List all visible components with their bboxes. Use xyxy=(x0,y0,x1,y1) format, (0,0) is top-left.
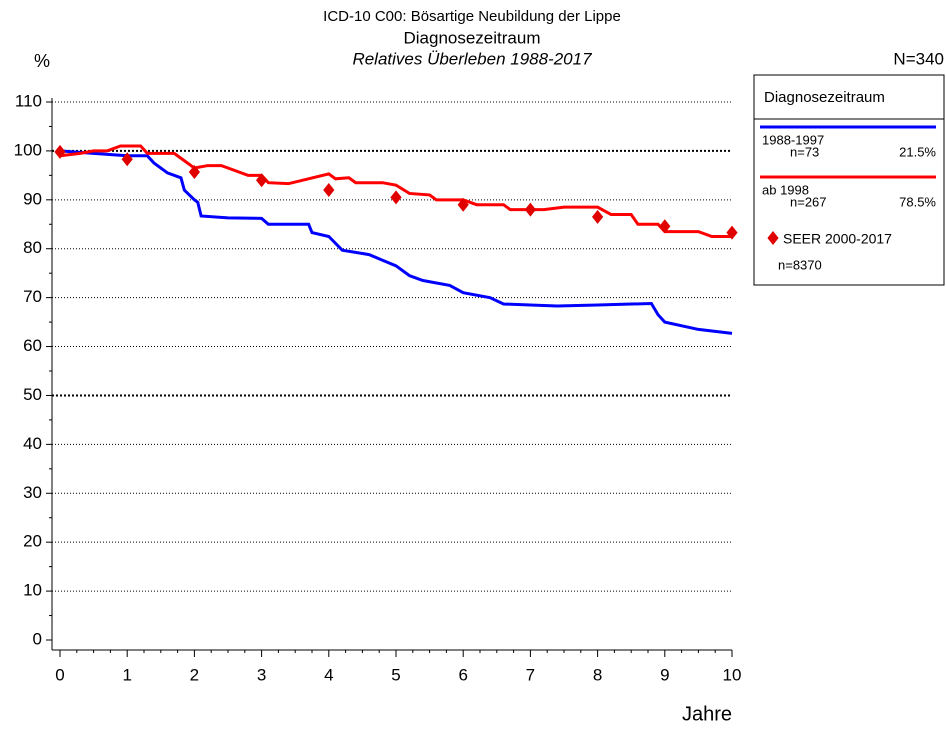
y-tick-label: 30 xyxy=(23,483,42,502)
y-tick-label: 70 xyxy=(23,287,42,306)
x-tick-label: 2 xyxy=(190,665,199,684)
x-tick-label: 3 xyxy=(257,665,266,684)
seer-marker xyxy=(390,190,402,205)
seer-marker xyxy=(592,209,604,224)
legend-n: n=267 xyxy=(790,194,827,209)
y-tick-label: 110 xyxy=(15,91,42,110)
legend-label: SEER 2000-2017 xyxy=(783,231,892,247)
y-tick-label: 40 xyxy=(23,434,42,453)
chart-subtitle: Relatives Überleben 1988-2017 xyxy=(352,49,592,68)
x-tick-label: 5 xyxy=(391,665,400,684)
legend-n: n=8370 xyxy=(778,257,822,272)
legend-share: 78.5% xyxy=(899,194,936,209)
y-tick-label: 100 xyxy=(14,140,42,159)
y-tick-label: 50 xyxy=(23,385,42,404)
x-axis-label: Jahre xyxy=(682,703,732,725)
seer-marker xyxy=(121,152,133,167)
legend-box xyxy=(753,74,945,286)
total-count: N=340 xyxy=(893,49,944,68)
seer-marker xyxy=(188,164,200,179)
seer-marker xyxy=(659,219,671,234)
x-tick-label: 10 xyxy=(723,665,742,684)
y-axis-label: % xyxy=(34,51,50,71)
legend-label: 1988-1997 xyxy=(762,132,824,147)
x-tick-label: 8 xyxy=(593,665,602,684)
y-tick-label: 90 xyxy=(23,189,42,208)
chart-title: ICD-10 C00: Bösartige Neubildung der Lip… xyxy=(323,8,621,25)
y-tick-label: 80 xyxy=(23,238,42,257)
legend-share: 21.5% xyxy=(899,144,936,159)
seer-marker xyxy=(323,183,335,198)
survival-line xyxy=(59,149,733,335)
y-tick-label: 0 xyxy=(33,629,42,648)
survival-line xyxy=(59,144,732,238)
seer-marker xyxy=(54,144,66,159)
y-tick-label: 60 xyxy=(23,336,42,355)
x-tick-label: 4 xyxy=(324,665,333,684)
x-tick-label: 0 xyxy=(55,665,64,684)
seer-marker xyxy=(256,173,268,188)
x-tick-label: 6 xyxy=(458,665,467,684)
legend-title: Diagnosezeitraum xyxy=(764,89,885,106)
legend-label: ab 1998 xyxy=(762,182,809,197)
x-tick-label: 9 xyxy=(660,665,669,684)
x-tick-label: 7 xyxy=(526,665,535,684)
x-tick-label: 1 xyxy=(122,665,131,684)
seer-marker xyxy=(524,202,536,217)
legend-marker xyxy=(767,231,779,245)
y-tick-label: 10 xyxy=(23,581,42,600)
chart-subtitle: Diagnosezeitraum xyxy=(403,28,540,47)
seer-marker xyxy=(726,225,738,240)
y-tick-label: 20 xyxy=(23,532,42,551)
seer-marker xyxy=(457,197,469,212)
legend-n: n=73 xyxy=(790,144,819,159)
